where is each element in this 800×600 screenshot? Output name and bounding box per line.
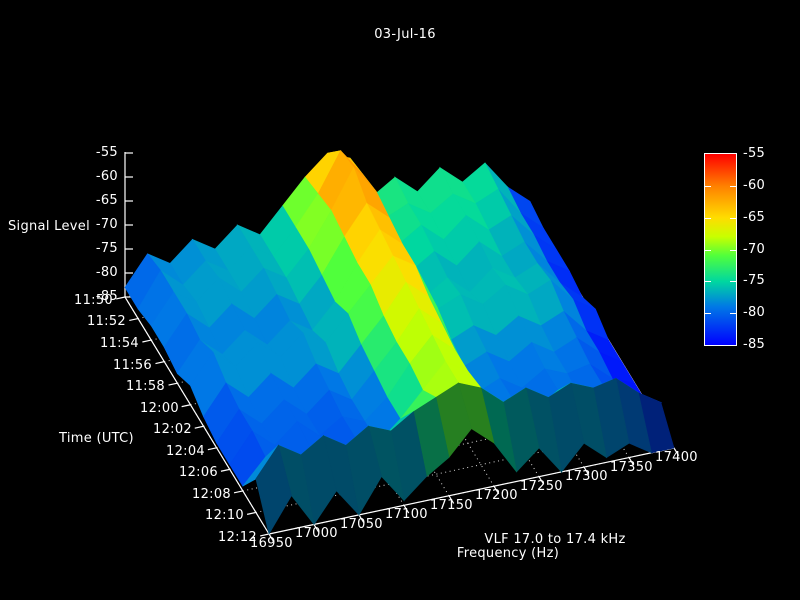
colorbar-tick xyxy=(705,281,711,283)
vlf-range-caption: VLF 17.0 to 17.4 kHz xyxy=(484,532,626,547)
time-tick-label: 12:12 xyxy=(218,530,257,545)
colorbar-tick-label: -80 xyxy=(743,305,766,320)
colorbar-tick xyxy=(705,313,711,315)
colorbar-tick xyxy=(705,185,711,187)
freq-tick-label: 17350 xyxy=(610,460,653,475)
time-axis-label: Time (UTC) xyxy=(59,431,134,446)
time-tick-label: 12:00 xyxy=(140,401,179,416)
time-tick-label: 12:04 xyxy=(166,444,205,459)
colorbar-tick xyxy=(730,217,736,219)
colorbar-tick xyxy=(730,185,736,187)
surface-mesh xyxy=(124,150,675,535)
time-tick-label: 12:02 xyxy=(153,422,192,437)
colorbar-tick-label: -75 xyxy=(743,273,766,288)
time-tick-label: 11:58 xyxy=(126,379,165,394)
freq-tick-label: 16950 xyxy=(250,536,293,551)
plot-title: 03-Jul-16 xyxy=(374,27,436,42)
colorbar-tick xyxy=(730,281,736,283)
colorbar-tick-label: -55 xyxy=(743,146,766,161)
z-tick-label: -65 xyxy=(95,193,118,208)
colorbar-tick-label: -85 xyxy=(743,337,766,352)
freq-tick-label: 17050 xyxy=(340,517,383,532)
freq-tick-label: 17300 xyxy=(565,469,608,484)
time-tick-label: 12:06 xyxy=(179,465,218,480)
time-tick-label: 11:56 xyxy=(113,358,152,373)
colorbar-tick-label: -70 xyxy=(743,242,766,257)
freq-tick-label: 17000 xyxy=(295,526,338,541)
colorbar-tick xyxy=(730,313,736,315)
z-tick-label: -85 xyxy=(95,289,118,304)
time-tick-label: 11:52 xyxy=(87,314,126,329)
freq-tick-label: 17150 xyxy=(430,498,473,513)
colorbar-tick xyxy=(730,249,736,251)
freq-tick-label: 17200 xyxy=(475,488,518,503)
colorbar-tick-label: -60 xyxy=(743,178,766,193)
time-tick-label: 11:54 xyxy=(100,336,139,351)
colorbar-tick xyxy=(705,249,711,251)
colorbar xyxy=(704,153,737,346)
z-tick-label: -60 xyxy=(95,169,118,184)
time-tick-label: 12:10 xyxy=(205,508,244,523)
time-tick-label: 12:08 xyxy=(192,487,231,502)
frequency-axis-label: Frequency (Hz) xyxy=(456,546,560,561)
z-tick-label: -80 xyxy=(95,265,118,280)
z-tick-label: -75 xyxy=(95,241,118,256)
z-tick-label: -55 xyxy=(95,145,118,160)
freq-tick-label: 17250 xyxy=(520,479,563,494)
z-tick-label: -70 xyxy=(95,217,118,232)
freq-tick-label: 17100 xyxy=(385,507,428,522)
z-axis-label: Signal Level xyxy=(8,219,90,234)
time-tick-label: 11:50 xyxy=(74,293,113,308)
colorbar-tick xyxy=(705,217,711,219)
freq-tick-label: 17400 xyxy=(655,450,698,465)
colorbar-tick-label: -65 xyxy=(743,210,766,225)
